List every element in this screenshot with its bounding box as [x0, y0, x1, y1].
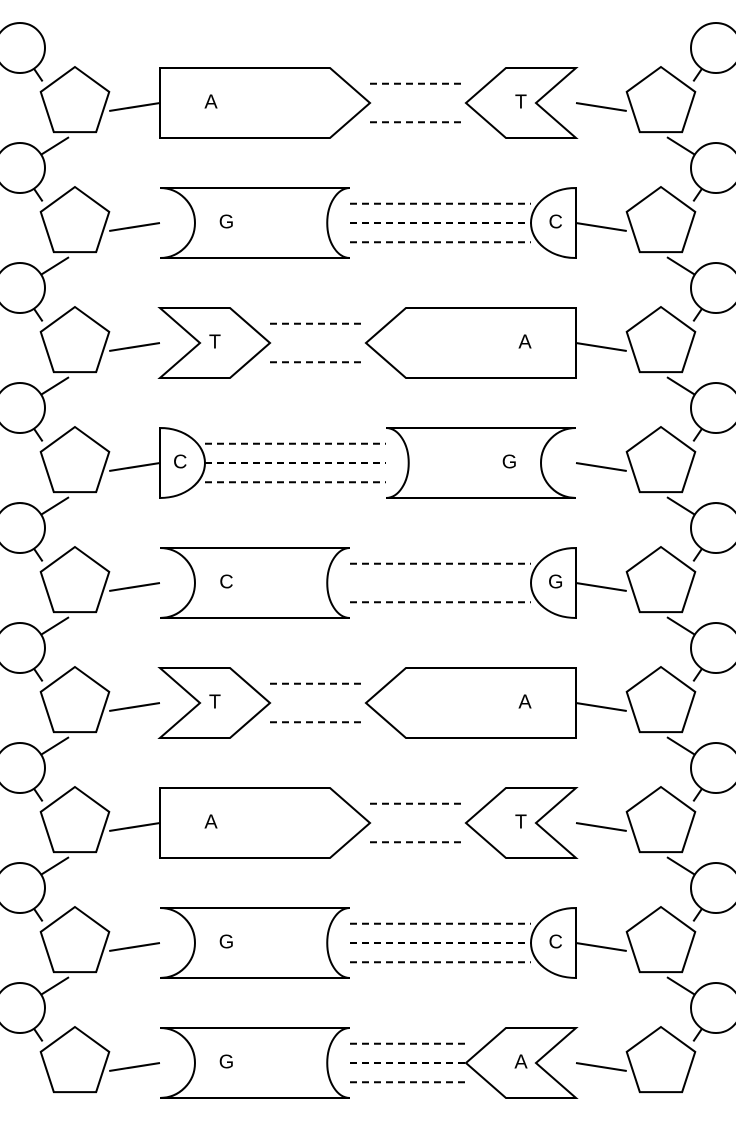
- sugar-pentagon: [41, 547, 109, 612]
- sugar-pentagon: [627, 307, 695, 372]
- base-a: [160, 788, 370, 858]
- base-label: A: [204, 91, 218, 113]
- base-pair: [160, 308, 576, 378]
- sugar-pentagon: [41, 667, 109, 732]
- base-pair: [160, 668, 576, 738]
- base-label: G: [219, 1051, 235, 1073]
- phosphate: [691, 863, 736, 913]
- sugar-pentagon: [627, 667, 695, 732]
- base-label: C: [219, 571, 233, 593]
- phosphate: [0, 263, 45, 313]
- base-label: G: [548, 571, 564, 593]
- phosphate: [691, 983, 736, 1033]
- phosphate: [0, 23, 45, 73]
- sugar-pentagon: [627, 427, 695, 492]
- sugar-pentagon: [41, 1027, 109, 1092]
- base-label: T: [209, 691, 221, 713]
- base-label: C: [549, 931, 563, 953]
- sugar-pentagon: [41, 907, 109, 972]
- base-label: T: [515, 91, 527, 113]
- base-label: G: [219, 211, 235, 233]
- phosphate: [0, 143, 45, 193]
- sugar-pentagon: [627, 1027, 695, 1092]
- phosphate: [691, 503, 736, 553]
- phosphate: [0, 383, 45, 433]
- base-g: [160, 908, 350, 978]
- base-a: [366, 308, 576, 378]
- base-label: C: [173, 451, 187, 473]
- base-label: A: [518, 331, 532, 353]
- dna-diagram: A T G C T A C G C G T A A T G C G A: [0, 0, 736, 1138]
- phosphate: [691, 743, 736, 793]
- sugar-pentagon: [627, 907, 695, 972]
- base-g: [160, 188, 350, 258]
- base-g: [160, 1028, 350, 1098]
- sugar-pentagon: [41, 307, 109, 372]
- sugar-pentagon: [627, 67, 695, 132]
- base-label: A: [204, 811, 218, 833]
- phosphate: [691, 23, 736, 73]
- base-c: [160, 548, 350, 618]
- sugar-pentagon: [41, 67, 109, 132]
- sugar-pentagon: [41, 787, 109, 852]
- phosphate: [691, 263, 736, 313]
- base-label: T: [515, 811, 527, 833]
- phosphate: [0, 623, 45, 673]
- phosphate: [0, 503, 45, 553]
- sugar-pentagon: [627, 547, 695, 612]
- sugar-pentagon: [627, 187, 695, 252]
- phosphate: [691, 623, 736, 673]
- phosphate: [0, 743, 45, 793]
- phosphate: [691, 383, 736, 433]
- base-a: [366, 668, 576, 738]
- base-g: [386, 428, 576, 498]
- base-label: G: [502, 451, 518, 473]
- base-a: [160, 68, 370, 138]
- phosphate: [0, 863, 45, 913]
- base-label: A: [514, 1051, 528, 1073]
- base-label: G: [219, 931, 235, 953]
- phosphate: [691, 143, 736, 193]
- sugar-pentagon: [627, 787, 695, 852]
- base-label: C: [549, 211, 563, 233]
- base-pair: [160, 68, 576, 138]
- base-label: T: [209, 331, 221, 353]
- phosphate: [0, 983, 45, 1033]
- base-pair: [160, 788, 576, 858]
- sugar-pentagon: [41, 427, 109, 492]
- base-label: A: [518, 691, 532, 713]
- sugar-pentagon: [41, 187, 109, 252]
